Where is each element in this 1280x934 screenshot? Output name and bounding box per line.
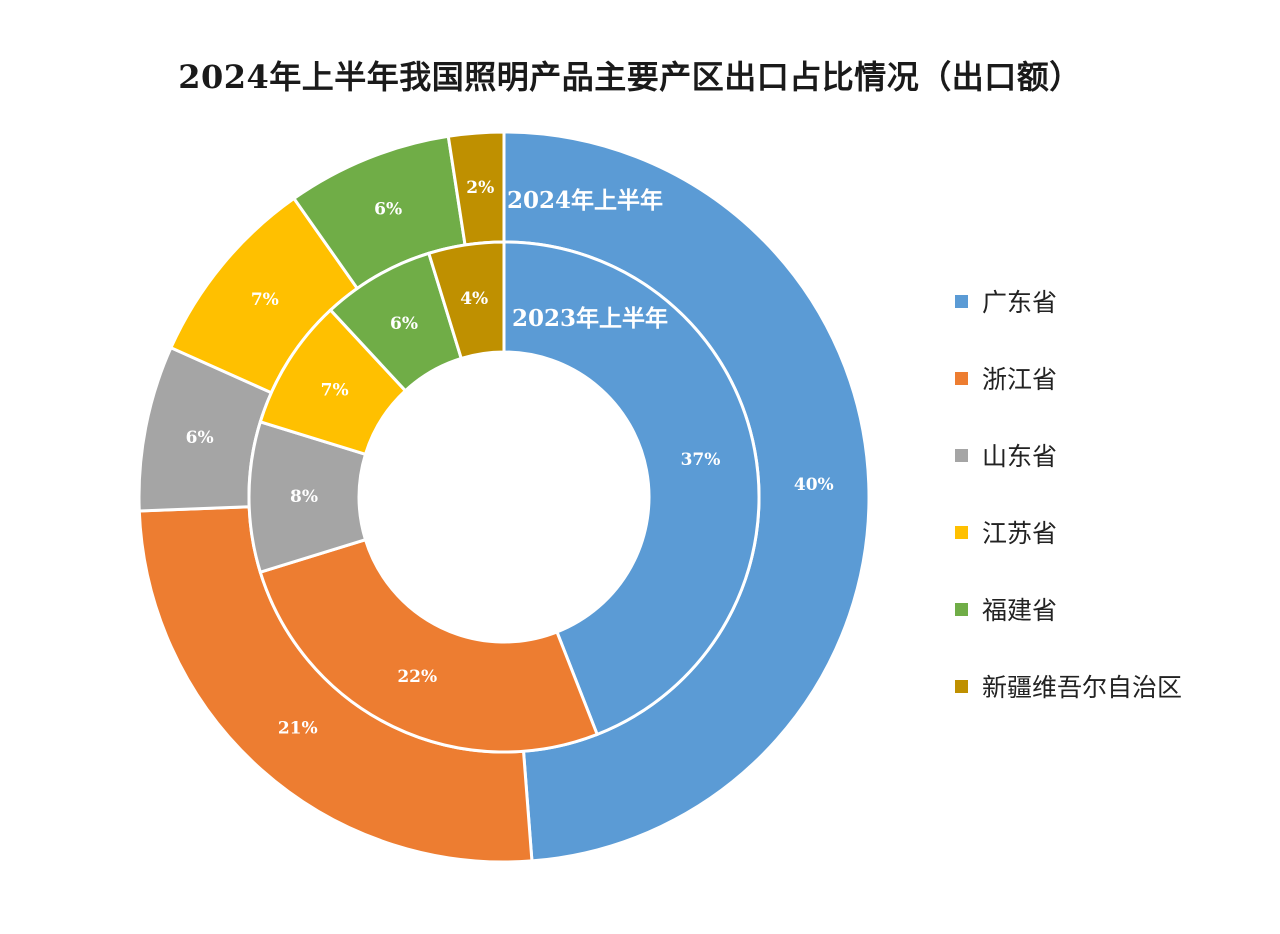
legend-swatch [955, 448, 968, 462]
inner-data-label-fujian: 6% [390, 314, 418, 334]
chart-title: 2024年上半年我国照明产品主要产区出口占比情况（出口额） [178, 58, 1082, 96]
outer-data-label-jiangsu: 7% [251, 290, 279, 310]
inner-ring-series-label: 2023年上半年 [512, 305, 668, 332]
outer-data-label-shandong: 6% [186, 428, 214, 448]
inner-data-label-guangdong: 37% [681, 450, 721, 470]
inner-data-label-shandong: 8% [290, 487, 318, 507]
outer-data-label-xinjiang: 2% [466, 178, 494, 198]
legend-label: 江苏省 [982, 519, 1058, 548]
legend-swatch [955, 294, 968, 308]
inner-data-label-jiangsu: 7% [321, 381, 349, 401]
legend-label: 福建省 [982, 596, 1058, 625]
legend-swatch [955, 602, 968, 616]
legend-swatch [955, 679, 968, 693]
outer-ring-series-label: 2024年上半年 [507, 187, 663, 214]
legend-item-xinjiang: 新疆维吾尔自治区 [955, 667, 1182, 705]
outer-data-label-guangdong: 40% [794, 475, 834, 495]
legend: 广东省 浙江省 山东省 江苏省 福建省 新疆维吾尔自治区 [955, 282, 1182, 744]
inner-data-label-zhejiang: 22% [397, 667, 437, 687]
legend-item-guangdong: 广东省 [955, 282, 1182, 320]
legend-item-shandong: 山东省 [955, 436, 1182, 474]
legend-item-fujian: 福建省 [955, 590, 1182, 628]
outer-data-label-fujian: 6% [374, 199, 402, 219]
inner-data-label-xinjiang: 4% [460, 289, 488, 309]
legend-item-zhejiang: 浙江省 [955, 359, 1182, 397]
inner-slice-zhejiang [258, 537, 600, 754]
legend-item-jiangsu: 江苏省 [955, 513, 1182, 551]
legend-swatch [955, 525, 968, 539]
legend-label: 广东省 [982, 288, 1058, 317]
inner-slice-guangdong [502, 240, 761, 737]
legend-label: 新疆维吾尔自治区 [982, 673, 1183, 702]
inner-slice-xinjiang [426, 240, 506, 361]
legend-swatch [955, 371, 968, 385]
legend-label: 浙江省 [982, 365, 1058, 394]
outer-data-label-zhejiang: 21% [278, 718, 318, 738]
legend-label: 山东省 [982, 442, 1058, 471]
